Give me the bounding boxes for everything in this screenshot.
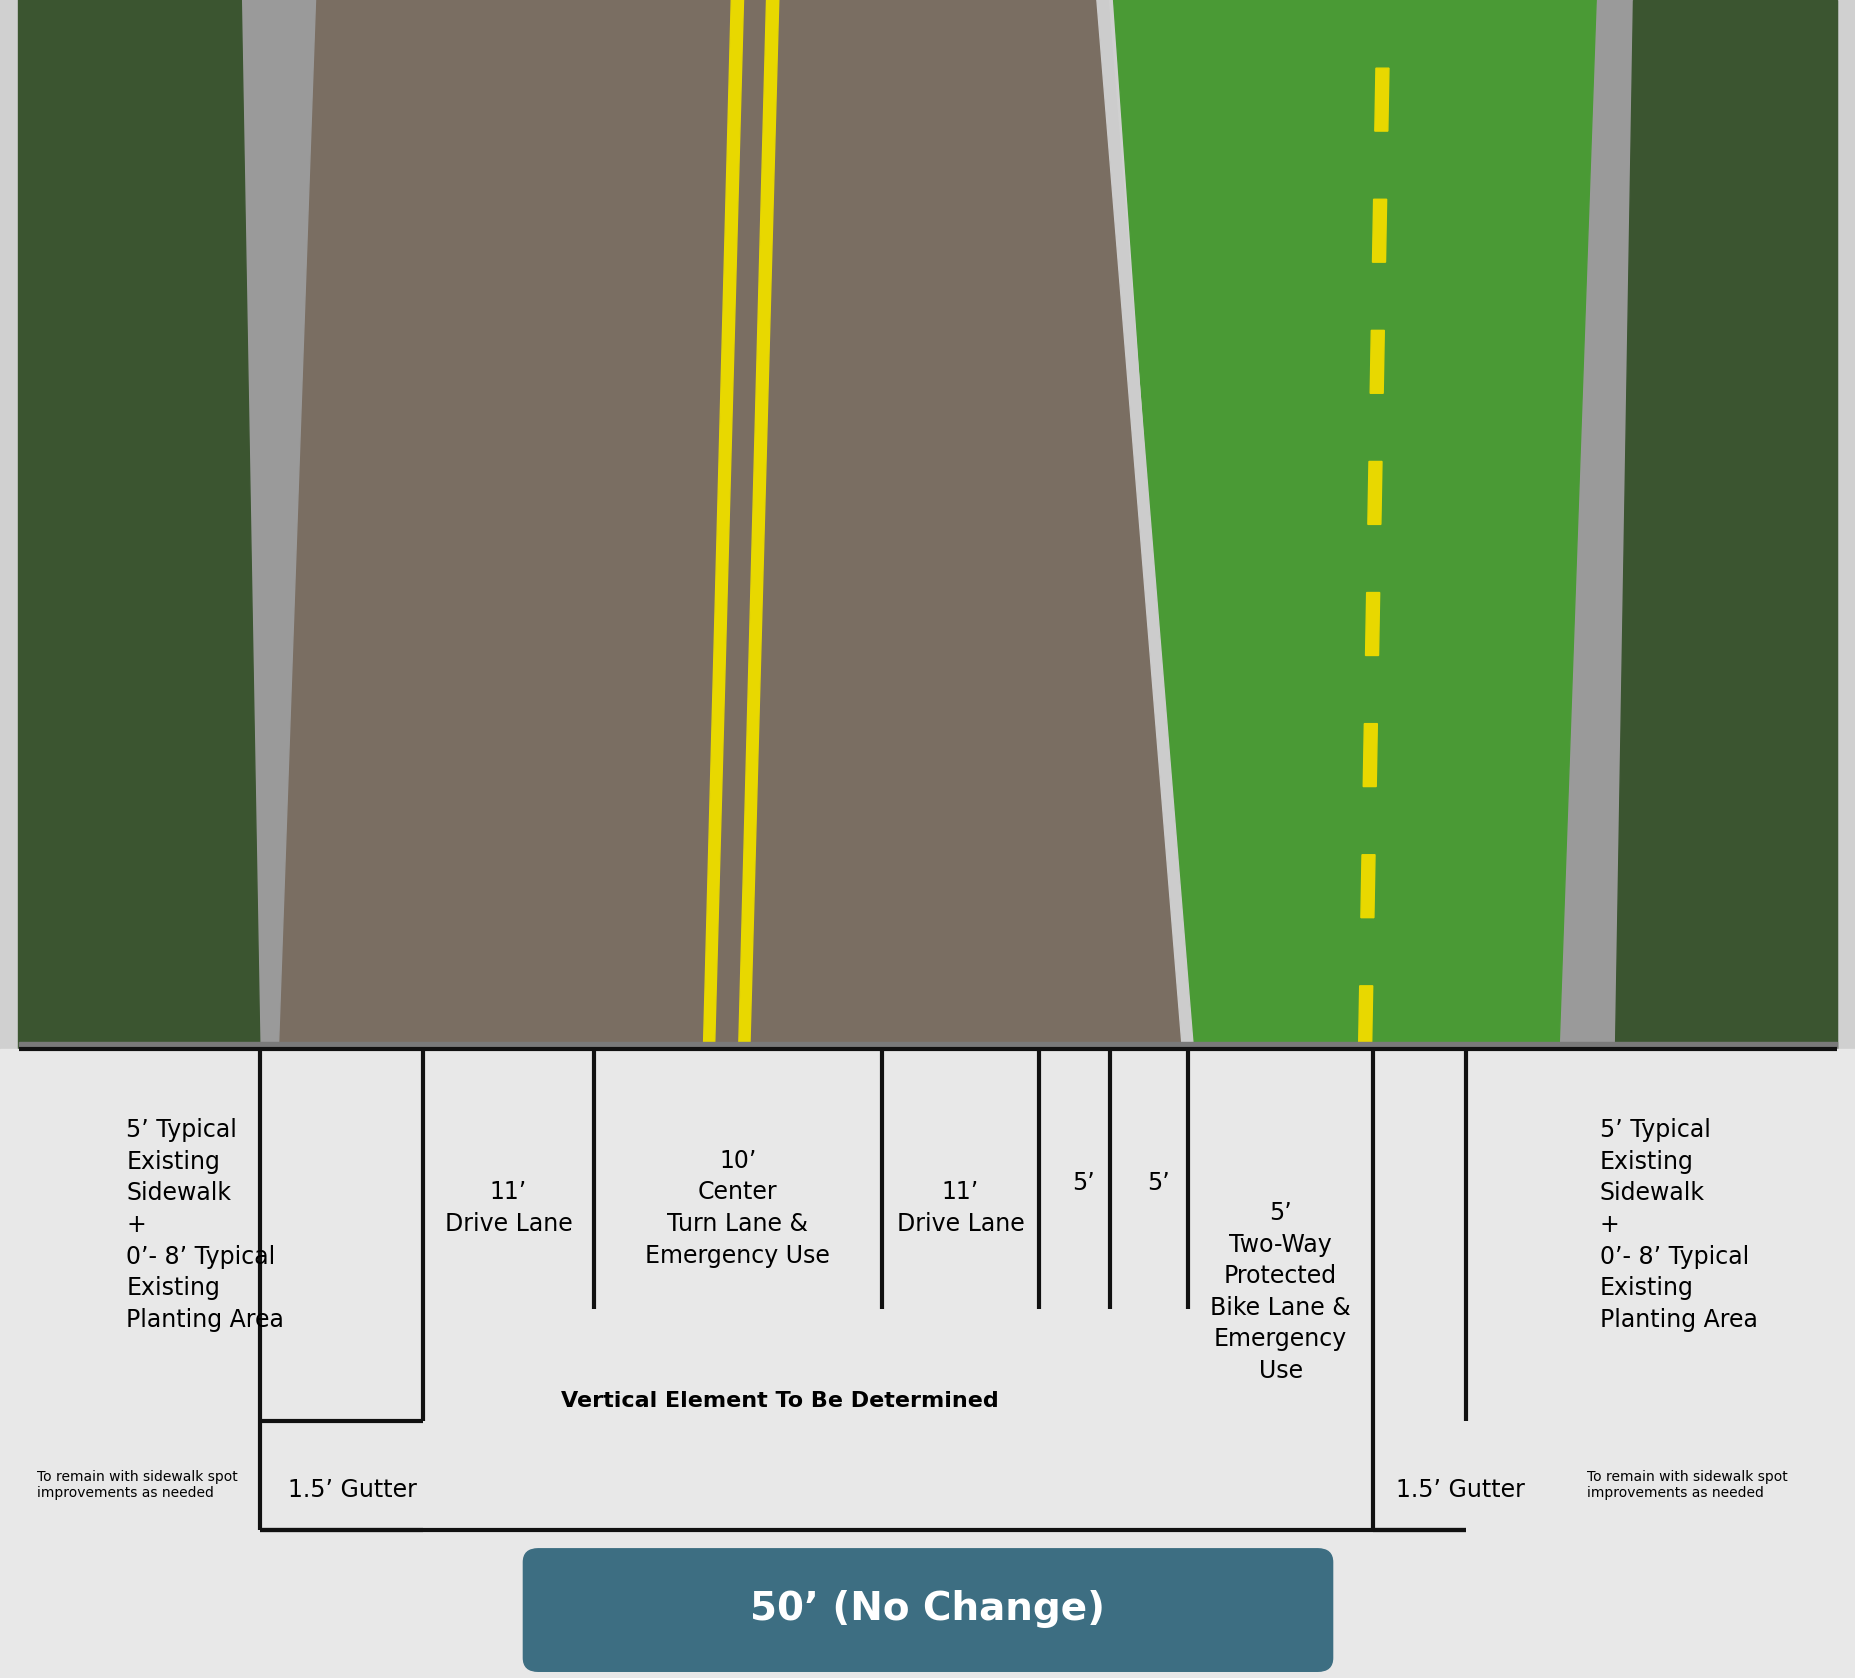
Polygon shape	[19, 0, 315, 1049]
Text: 5’ Typical
Existing
Sidewalk
+
0’- 8’ Typical
Existing
Planting Area: 5’ Typical Existing Sidewalk + 0’- 8’ Ty…	[1599, 1118, 1757, 1332]
Polygon shape	[1362, 723, 1376, 787]
Bar	[0, 0, 1855, 1049]
Text: 5’: 5’	[1146, 1171, 1169, 1195]
Text: To remain with sidewalk spot
improvements as needed: To remain with sidewalk spot improvement…	[1586, 1470, 1786, 1500]
Text: 10’
Center
Turn Lane &
Emergency Use: 10’ Center Turn Lane & Emergency Use	[646, 1149, 829, 1267]
Polygon shape	[1558, 0, 1836, 1049]
Text: 1.5’ Gutter: 1.5’ Gutter	[288, 1478, 416, 1502]
Polygon shape	[1369, 331, 1384, 393]
FancyBboxPatch shape	[523, 1549, 1332, 1671]
Polygon shape	[278, 0, 1187, 1049]
Polygon shape	[1360, 854, 1375, 918]
Polygon shape	[1375, 69, 1388, 131]
Text: 11’
Drive Lane: 11’ Drive Lane	[896, 1180, 1024, 1237]
Text: 5’ Typical
Existing
Sidewalk
+
0’- 8’ Typical
Existing
Planting Area: 5’ Typical Existing Sidewalk + 0’- 8’ Ty…	[126, 1118, 284, 1332]
Polygon shape	[703, 0, 744, 1049]
Text: 50’ (No Change): 50’ (No Change)	[749, 1591, 1106, 1628]
Bar	[0, 1049, 1855, 1678]
Polygon shape	[1365, 592, 1378, 656]
Polygon shape	[1358, 987, 1373, 1049]
Polygon shape	[1367, 461, 1382, 524]
Bar	[19, 1042, 1836, 1079]
Text: To remain with sidewalk spot
improvements as needed: To remain with sidewalk spot improvement…	[37, 1470, 237, 1500]
Polygon shape	[738, 0, 779, 1049]
Text: 5’: 5’	[1072, 1171, 1094, 1195]
Polygon shape	[1371, 200, 1386, 262]
Text: 11’
Drive Lane: 11’ Drive Lane	[445, 1180, 571, 1237]
Polygon shape	[1096, 0, 1193, 1049]
Text: 1.5’ Gutter: 1.5’ Gutter	[1395, 1478, 1523, 1502]
Polygon shape	[1614, 0, 1836, 1049]
Text: 5’
Two-Way
Protected
Bike Lane &
Emergency
Use: 5’ Two-Way Protected Bike Lane & Emergen…	[1209, 1201, 1350, 1383]
Polygon shape	[1113, 0, 1595, 1049]
Polygon shape	[19, 0, 260, 1049]
Text: Vertical Element To Be Determined: Vertical Element To Be Determined	[560, 1391, 998, 1411]
